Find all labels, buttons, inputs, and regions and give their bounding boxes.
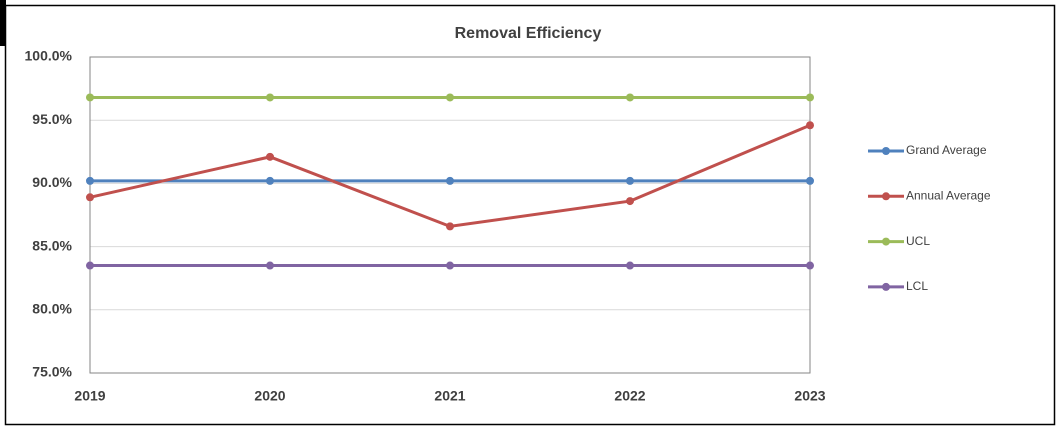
point (806, 121, 814, 130)
point (446, 176, 454, 185)
point (266, 261, 274, 270)
point (266, 93, 274, 102)
point (806, 261, 814, 270)
legend-label: UCL (906, 234, 930, 248)
chart-title: Removal Efficiency (455, 25, 602, 42)
y-tick-label: 90.0% (32, 174, 72, 190)
point (86, 261, 94, 270)
plot-border (89, 56, 811, 374)
y-tick-label: 95.0% (32, 111, 72, 127)
point (806, 93, 814, 102)
x-tick-label: 2021 (434, 388, 465, 404)
legend-marker (882, 237, 890, 246)
point (266, 152, 274, 161)
edge-mark (0, 0, 6, 46)
x-tick-label: 2020 (254, 388, 285, 404)
y-tick-label: 85.0% (32, 237, 72, 253)
x-tick-label: 2022 (614, 388, 645, 404)
legend-label: Annual Average (906, 188, 991, 202)
point (86, 193, 94, 202)
legend-label: Grand Average (906, 143, 987, 157)
point (626, 176, 634, 185)
point (626, 261, 634, 270)
legend-label: LCL (906, 279, 928, 293)
point (446, 93, 454, 102)
x-tick-label: 2019 (74, 388, 105, 404)
point (86, 176, 94, 185)
point (626, 197, 634, 206)
legend-marker (882, 282, 890, 291)
x-tick-label: 2023 (794, 388, 825, 404)
y-tick-label: 75.0% (32, 364, 72, 380)
point (446, 261, 454, 270)
point (446, 222, 454, 231)
point (266, 176, 274, 185)
point (86, 93, 94, 102)
point (806, 176, 814, 185)
y-tick-label: 100.0% (25, 48, 73, 64)
legend-marker (882, 147, 890, 155)
legend-marker (882, 192, 890, 201)
y-tick-label: 80.0% (32, 301, 72, 317)
point (626, 93, 634, 102)
